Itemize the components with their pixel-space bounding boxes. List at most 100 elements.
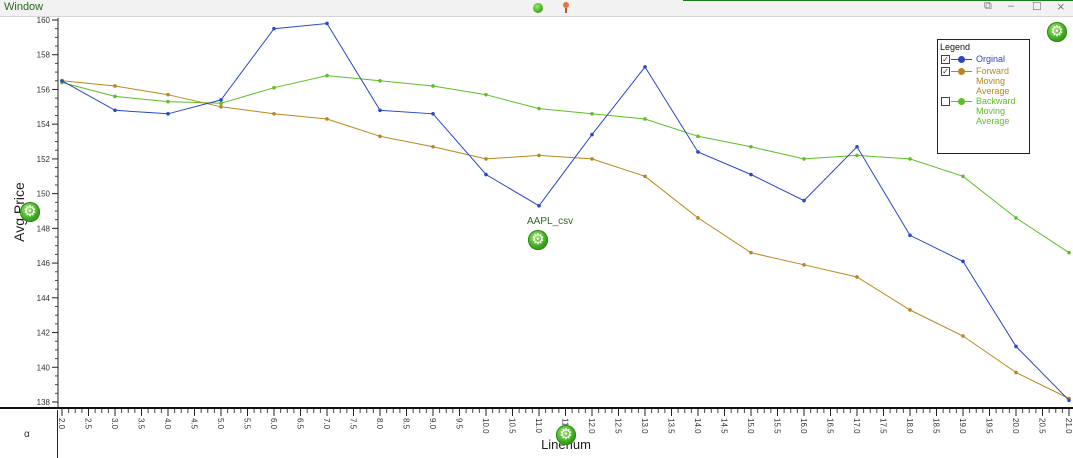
data-point-backward <box>378 78 382 83</box>
legend-marker-forward <box>958 68 965 75</box>
data-point-original <box>1067 398 1071 403</box>
x-tick-label: 11.0 <box>534 418 543 434</box>
data-point-original <box>60 78 64 83</box>
data-point-forward <box>166 92 170 97</box>
x-tick-label: 21.0 <box>1064 418 1073 434</box>
titlebar-accent-line <box>683 0 1073 1</box>
x-tick-label: 9.5 <box>455 418 464 430</box>
data-point-forward <box>961 334 965 338</box>
minimize-icon[interactable]: – <box>1008 0 1015 12</box>
x-tick-label: 12.5 <box>614 418 623 434</box>
data-point-forward <box>537 153 541 158</box>
legend-gear-icon[interactable] <box>1047 22 1067 42</box>
data-point-backward <box>325 73 329 78</box>
data-point-forward <box>325 117 329 121</box>
data-point-backward <box>855 153 859 158</box>
x-axis-gear-icon[interactable] <box>556 425 576 445</box>
dataset-gear-icon[interactable] <box>528 230 548 250</box>
data-point-backward <box>1067 250 1071 255</box>
window-titlebar: Window ⧉ – ☐ × <box>0 0 1073 17</box>
alpha-label: α <box>24 429 30 440</box>
legend-checkbox-backward[interactable] <box>941 97 950 106</box>
restore-icon[interactable]: ⧉ <box>984 0 992 12</box>
data-point-original <box>802 198 806 203</box>
y-tick-label: 148 <box>37 224 51 233</box>
legend-checkbox-original[interactable]: ✓ <box>941 55 950 64</box>
legend-marker-original <box>958 56 965 63</box>
x-tick-label: 17.5 <box>879 418 888 434</box>
x-tick-label: 9.0 <box>428 418 437 430</box>
data-point-original <box>961 259 965 264</box>
y-tick-label: 138 <box>37 398 51 407</box>
legend-label-backward: Backward Moving Average <box>976 96 1016 126</box>
data-point-forward <box>113 84 117 88</box>
alpha-panel: α <box>0 410 58 458</box>
y-tick-label: 152 <box>37 155 51 164</box>
data-point-forward <box>855 275 859 279</box>
maximize-icon[interactable]: ☐ <box>1032 1 1042 13</box>
close-icon[interactable]: × <box>1057 0 1065 14</box>
x-tick-label: 15.0 <box>746 418 755 434</box>
data-point-forward <box>484 157 488 161</box>
x-tick-label: 4.5 <box>190 418 199 430</box>
data-point-original <box>537 203 541 208</box>
x-tick-label: 12.0 <box>587 418 596 434</box>
data-point-backward <box>272 85 276 90</box>
legend-checkbox-forward[interactable]: ✓ <box>941 67 950 76</box>
data-point-forward <box>219 105 223 109</box>
data-point-forward <box>643 174 647 179</box>
legend-label-original: Orginal <box>976 54 1006 64</box>
x-tick-label: 10.5 <box>508 418 517 434</box>
y-tick-label: 140 <box>37 363 51 372</box>
x-tick-label: 3.5 <box>137 418 146 430</box>
x-tick-label: 8.5 <box>402 418 411 430</box>
data-point-original <box>696 150 700 154</box>
x-tick-label: 20.0 <box>1011 418 1020 434</box>
x-tick-label: 13.5 <box>667 418 676 434</box>
data-point-original <box>590 132 594 137</box>
data-point-original <box>749 172 753 177</box>
data-point-original <box>325 21 329 26</box>
data-point-backward <box>908 157 912 161</box>
data-point-forward <box>749 250 753 255</box>
x-tick-label: 19.0 <box>958 418 967 434</box>
data-point-backward <box>431 84 435 88</box>
data-point-backward <box>484 92 488 97</box>
x-tick-label: 5.0 <box>216 418 225 430</box>
legend-label-forward: Forward Moving Average <box>976 66 1010 96</box>
data-point-forward <box>590 157 594 161</box>
y-tick-label: 142 <box>37 329 51 338</box>
x-tick-label: 5.5 <box>243 418 252 430</box>
x-tick-label: 16.5 <box>826 418 835 434</box>
data-point-original <box>643 65 647 69</box>
data-point-backward <box>749 144 753 149</box>
dataset-label: AAPL_csv <box>527 216 574 227</box>
data-point-forward <box>431 144 435 149</box>
data-point-original <box>219 98 223 102</box>
data-point-backward <box>166 99 170 104</box>
data-point-backward <box>1014 216 1018 220</box>
data-point-original <box>484 172 488 177</box>
data-point-original <box>431 111 435 116</box>
pin-icon[interactable] <box>563 2 569 13</box>
data-point-forward <box>696 216 700 220</box>
x-tick-label: 3.0 <box>110 418 119 430</box>
x-tick-label: 15.5 <box>773 418 782 434</box>
x-tick-label: 18.5 <box>932 418 941 434</box>
window-title: Window <box>4 1 44 13</box>
x-tick-label: 7.0 <box>322 418 331 430</box>
data-point-forward <box>272 111 276 116</box>
y-axis-gear-icon[interactable] <box>20 202 40 222</box>
series-line-backward <box>61 75 1070 254</box>
data-point-backward <box>219 101 223 106</box>
y-tick-label: 156 <box>37 85 51 94</box>
y-tick-label: 154 <box>37 120 51 129</box>
x-tick-label: 14.0 <box>693 418 702 434</box>
data-point-forward <box>802 263 806 267</box>
settings-gear-icon[interactable] <box>533 3 543 13</box>
data-point-backward <box>537 106 541 111</box>
y-tick-label: 144 <box>37 294 51 303</box>
x-tick-label: 6.5 <box>296 418 305 430</box>
x-tick-label: 10.0 <box>481 418 490 434</box>
